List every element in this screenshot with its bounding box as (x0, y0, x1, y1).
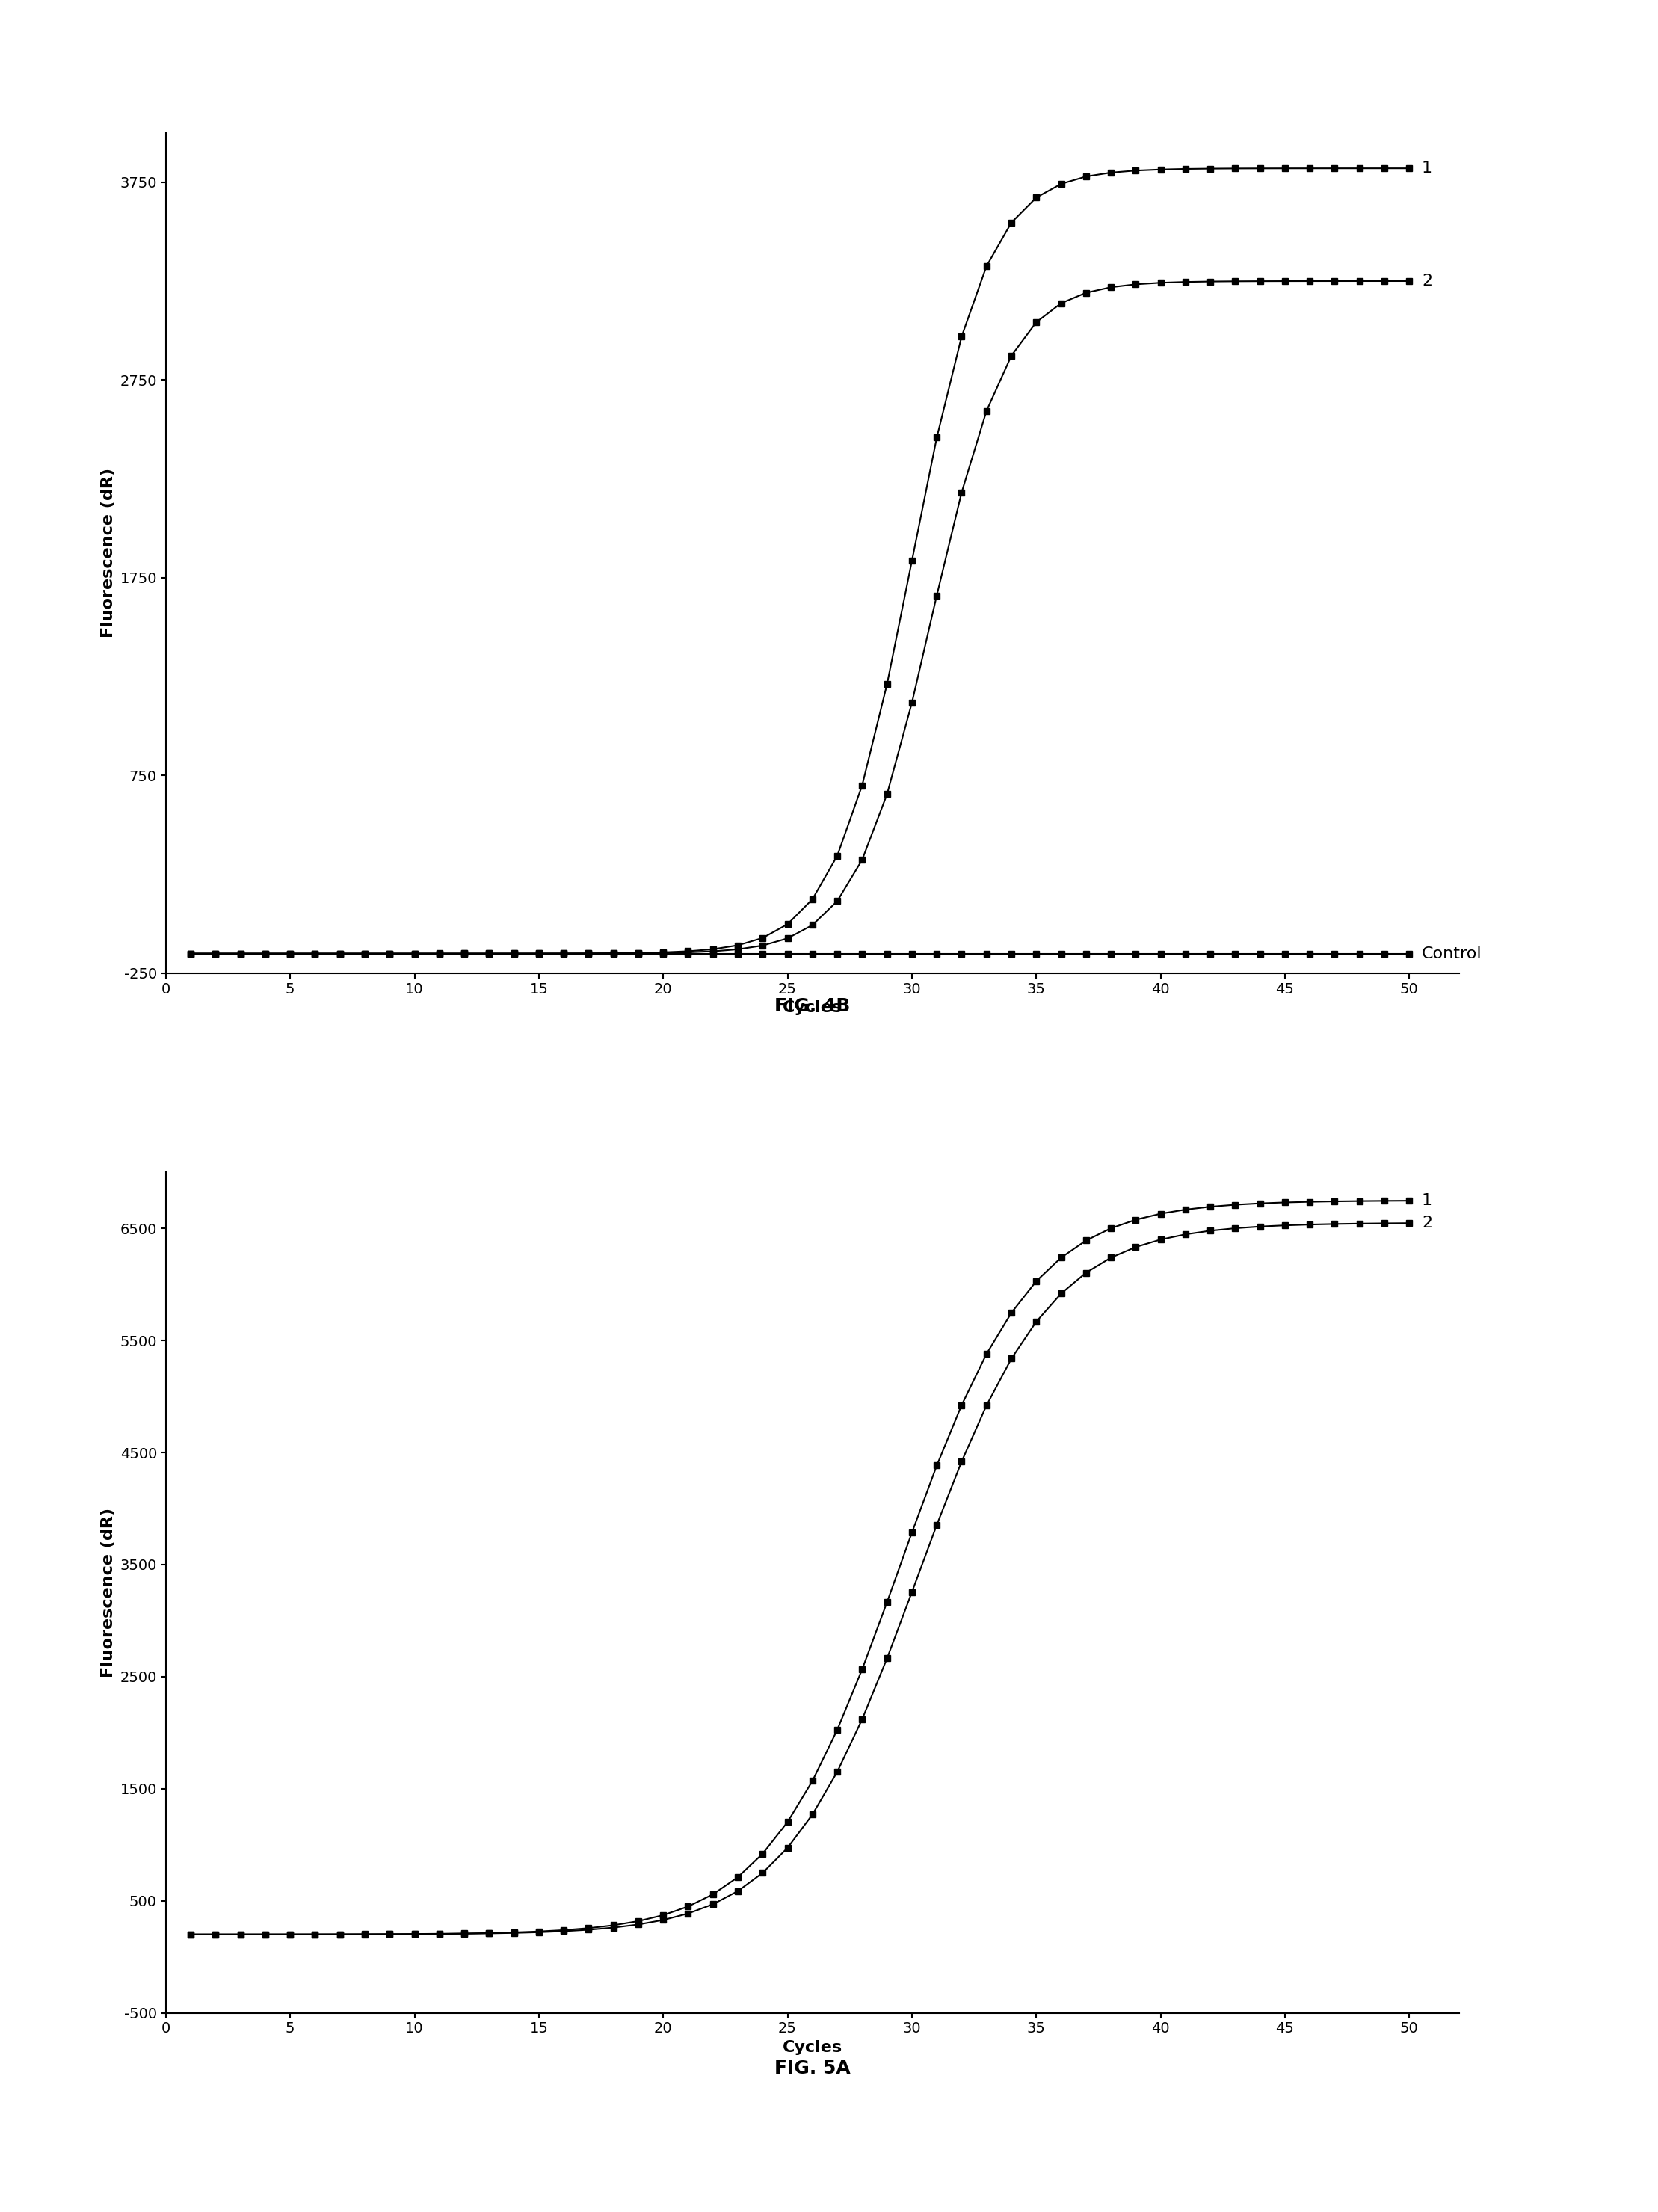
Text: 1: 1 (1423, 161, 1433, 175)
Text: FIG. 5A: FIG. 5A (774, 2059, 851, 2077)
Text: FIG. 4B: FIG. 4B (774, 998, 851, 1015)
Text: 1: 1 (1423, 1192, 1433, 1208)
Y-axis label: Fluorescence (dR): Fluorescence (dR) (101, 1509, 116, 1677)
Text: 2: 2 (1423, 1217, 1433, 1230)
Y-axis label: Fluorescence (dR): Fluorescence (dR) (101, 469, 116, 637)
X-axis label: Cycles: Cycles (783, 2039, 842, 2055)
X-axis label: Cycles: Cycles (783, 1000, 842, 1015)
Text: Control: Control (1423, 947, 1482, 960)
Text: 2: 2 (1423, 274, 1433, 288)
